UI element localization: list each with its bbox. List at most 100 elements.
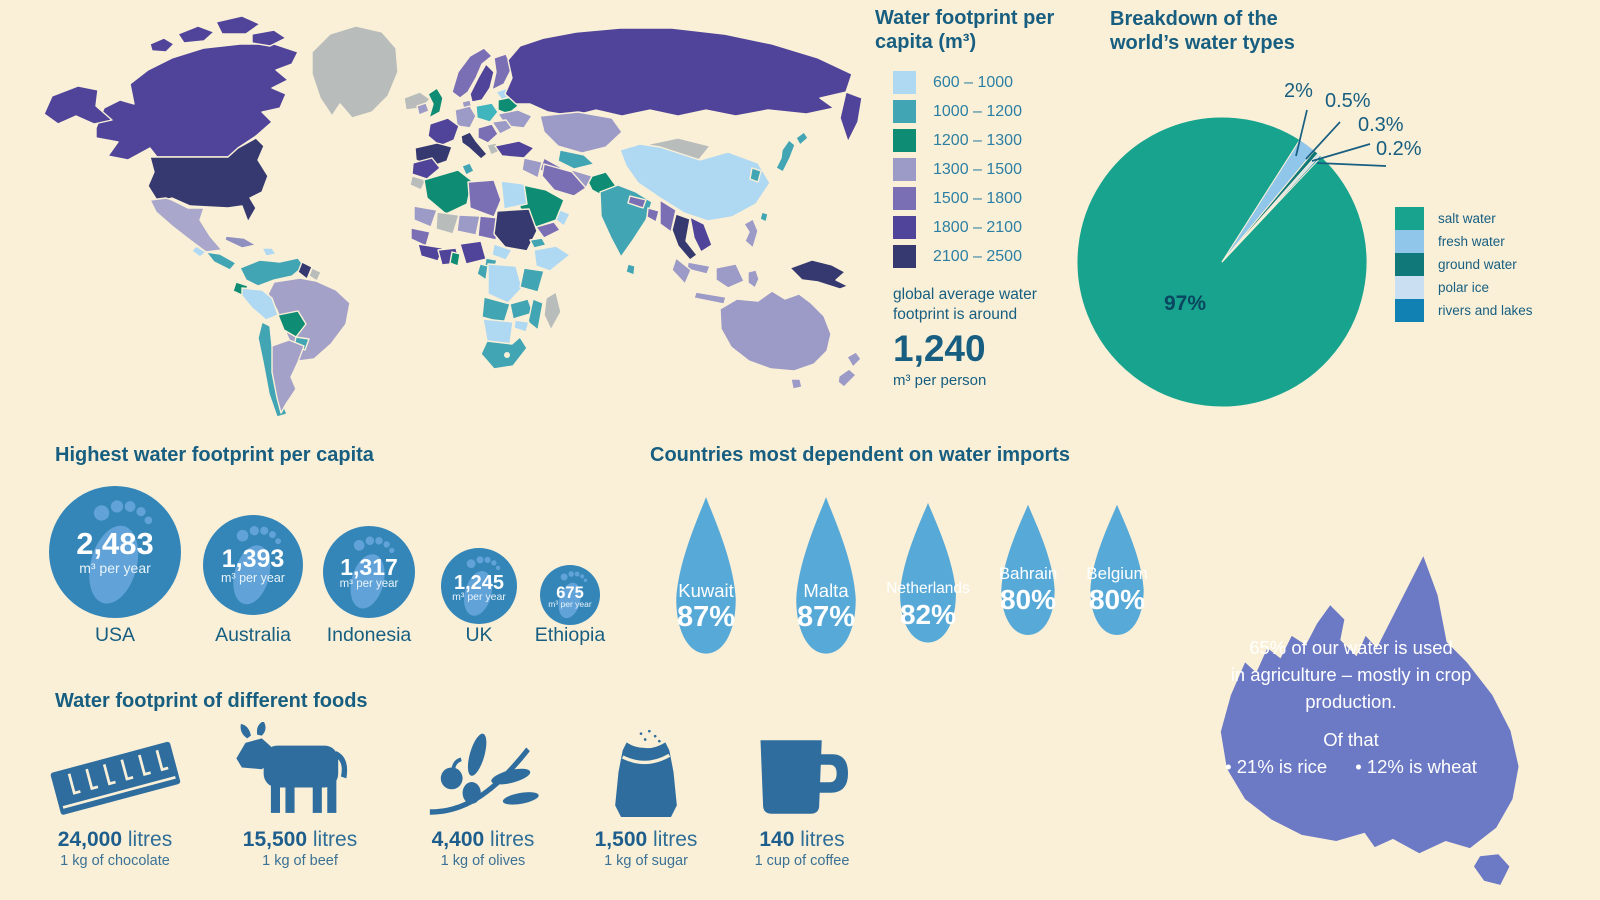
footprint-country-australia: Australia — [215, 624, 291, 646]
food-value: 140 litres — [717, 828, 887, 852]
global-average-unit: m³ per person — [893, 372, 987, 389]
footprint-country-uk: UK — [465, 624, 493, 646]
food-unit: litres — [490, 828, 535, 851]
australia-map-icon — [1220, 556, 1519, 885]
legend-swatch — [893, 158, 916, 181]
footprint-bubble-ethiopia: 675 m³ per year — [540, 565, 600, 625]
legend-row: 1500 – 1800 — [875, 184, 1085, 213]
food-value: 1,500 litres — [561, 828, 731, 852]
legend-swatch — [893, 187, 916, 210]
chocolate-bar-icon — [30, 722, 200, 822]
food-number: 24,000 — [57, 828, 123, 851]
pie-legend-label: fresh water — [1438, 234, 1505, 249]
food-value: 4,400 litres — [398, 828, 568, 852]
footprint-bubble-uk: 1,245 m³ per year — [441, 548, 517, 624]
pie-legend-label: rivers and lakes — [1438, 303, 1533, 318]
legend-label: 1000 – 1200 — [933, 102, 1022, 120]
pie-legend-label: ground water — [1438, 257, 1517, 272]
legend-row: 2100 – 2500 — [875, 242, 1085, 271]
imports-section-title: Countries most dependent on water import… — [650, 444, 1071, 466]
footprint-value: 2,483 — [76, 525, 154, 561]
footprint-unit: m³ per year — [79, 559, 151, 576]
drop-percent: 87% — [676, 601, 736, 633]
map-legend: Water footprint per capita (m³) 600 – 10… — [875, 6, 1085, 389]
drop-country: Malta — [803, 580, 849, 601]
pie-legend-swatch — [1395, 207, 1424, 230]
food-item-olives: 4,400 litres 1 kg of olives — [398, 722, 568, 869]
pie-callout-polar-ice: 0.3% — [1358, 114, 1404, 136]
legend-label: 600 – 1000 — [933, 73, 1014, 91]
foods-section-title: Water footprint of different foods — [55, 690, 368, 712]
pie-legend-row: salt water — [1395, 207, 1533, 230]
pie-callout-fresh-water: 2% — [1284, 80, 1313, 102]
footprint-country-usa: USA — [94, 624, 136, 646]
food-unit: litres — [653, 828, 698, 851]
sugar-bag-icon — [561, 722, 731, 822]
global-average-note-line1: global average water — [893, 286, 1037, 303]
australia-fact-of-that: Of that — [1323, 729, 1379, 750]
world-map — [43, 15, 863, 418]
food-caption: 1 kg of beef — [262, 853, 338, 869]
map-countries — [43, 15, 863, 418]
drop-percent: 82% — [899, 599, 957, 630]
pie-legend: salt water fresh water ground water pola… — [1395, 207, 1533, 322]
import-drop-malta: Malta 87% — [778, 494, 874, 662]
import-drop-kuwait: Kuwait 87% — [658, 494, 754, 662]
pie-callout-ground-water: 0.5% — [1325, 90, 1371, 112]
footprint-country-indonesia: Indonesia — [326, 624, 412, 646]
food-unit: litres — [800, 828, 845, 851]
water-types-pie: 2% 0.5% 0.3% 0.2% 97% — [1040, 60, 1600, 430]
food-item-coffee: 140 litres 1 cup of coffee — [717, 722, 887, 869]
australia-fact-line: production. — [1305, 691, 1397, 712]
pie-legend-label: salt water — [1438, 211, 1496, 226]
australia-fact-bullets: • 21% is rice • 12% is wheat — [1176, 753, 1526, 780]
footprint-unit: m³ per year — [452, 590, 506, 603]
pie-legend-swatch — [1395, 299, 1424, 322]
food-number: 140 — [759, 828, 795, 851]
water-drop-icon — [1001, 504, 1055, 635]
legend-swatch — [893, 100, 916, 123]
food-caption: 1 kg of olives — [440, 853, 526, 869]
pie-legend-swatch — [1395, 276, 1424, 299]
water-drop-icon — [676, 497, 736, 654]
legend-label: 1500 – 1800 — [933, 189, 1022, 207]
legend-label: 1200 – 1300 — [933, 131, 1022, 149]
legend-row: 1800 – 2100 — [875, 213, 1085, 242]
cow-icon — [215, 722, 385, 822]
water-drop-icon — [900, 502, 956, 643]
footprint-icon — [350, 536, 395, 609]
food-value: 15,500 litres — [215, 828, 385, 852]
water-drop-icon — [1090, 504, 1144, 635]
drop-percent: 87% — [796, 601, 856, 633]
footprint-value: 1,393 — [221, 545, 285, 573]
food-caption: 1 kg of sugar — [604, 853, 688, 869]
legend-swatch — [893, 216, 916, 239]
food-item-beef: 15,500 litres 1 kg of beef — [215, 722, 385, 869]
footprint-bubble-usa: 2,483 m³ per year — [49, 486, 181, 618]
footprint-value: 1,317 — [340, 553, 398, 580]
footprint-icon — [463, 556, 501, 616]
food-unit: litres — [127, 828, 173, 851]
footprint-bubble-australia: 1,393 m³ per year — [203, 515, 303, 615]
import-drop-netherlands: Netherlands 82% — [883, 500, 973, 650]
legend-swatch — [893, 71, 916, 94]
legend-row: 600 – 1000 — [875, 68, 1085, 97]
pie-callout-rivers-lakes: 0.2% — [1376, 138, 1422, 160]
legend-swatch — [893, 245, 916, 268]
food-caption: 1 kg of chocolate — [60, 853, 170, 869]
import-drop-bahrain: Bahrain 80% — [985, 502, 1071, 642]
global-average-value: 1,240 — [893, 328, 986, 369]
legend-row: 1300 – 1500 — [875, 155, 1085, 184]
footprint-value: 1,245 — [453, 571, 505, 594]
drop-percent: 80% — [1088, 584, 1146, 615]
footprint-bubble-indonesia: 1,317 m³ per year — [323, 526, 415, 618]
food-item-chocolate: 24,000 litres 1 kg of chocolate — [30, 722, 200, 869]
food-number: 15,500 — [242, 828, 308, 851]
legend-label: 1300 – 1500 — [933, 160, 1022, 178]
footprint-icon — [233, 526, 282, 605]
australia-fact: 65% of our water is used in agriculture … — [1158, 542, 1553, 894]
australia-fact-line: in agriculture – mostly in crop — [1230, 664, 1472, 685]
pie-chart — [1076, 109, 1387, 408]
global-average-note: global average water footprint is around — [893, 285, 1085, 325]
